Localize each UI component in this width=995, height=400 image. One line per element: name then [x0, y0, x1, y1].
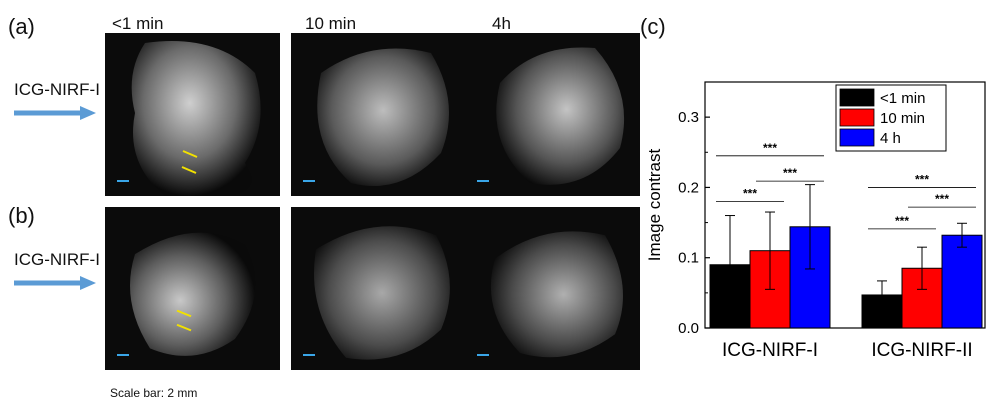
x-category-label: ICG-NIRF-I — [722, 340, 818, 361]
significance-label: *** — [743, 186, 757, 200]
scale-bar-mark — [117, 180, 129, 182]
bar — [941, 234, 983, 329]
significance-label: *** — [763, 141, 777, 155]
image-a-10min — [291, 33, 466, 196]
legend-label: <1 min — [880, 90, 925, 107]
scale-bar-caption: Scale bar: 2 mm — [110, 386, 198, 400]
scale-bar-mark — [303, 180, 315, 182]
scale-bar-mark — [477, 180, 489, 182]
legend-swatch — [839, 108, 875, 127]
row-a-label: ICG-NIRF-I — [14, 80, 100, 99]
image-a-4h — [465, 33, 640, 196]
y-tick-label: 0.1 — [678, 250, 699, 267]
legend-label: 10 min — [880, 110, 925, 127]
time-label-10min: 10 min — [305, 14, 357, 33]
panel-c-label: (c) — [640, 14, 666, 39]
time-label-1min: <1 min — [112, 14, 164, 33]
y-tick-label: 0.2 — [678, 179, 699, 196]
image-a-1min — [105, 33, 280, 196]
significance-label: *** — [783, 166, 797, 180]
panel-b-label: (b) — [8, 203, 35, 228]
legend-label: 4 h — [880, 130, 901, 147]
scale-bar-mark — [303, 354, 315, 356]
image-b-1min — [105, 207, 280, 370]
legend-swatch — [839, 128, 875, 147]
marker-line — [182, 150, 198, 158]
row-b-arrow-icon — [14, 276, 96, 290]
panel-a-label: (a) — [8, 14, 35, 39]
row-a-arrow-icon — [14, 106, 96, 120]
plot-frame — [704, 81, 986, 329]
marker-line — [181, 166, 197, 174]
row-b-label: ICG-NIRF-I — [14, 250, 100, 269]
significance-label: *** — [915, 172, 929, 186]
image-b-10min — [291, 207, 466, 370]
x-category-label: ICG-NIRF-II — [871, 340, 972, 361]
image-b-4h — [465, 207, 640, 370]
significance-label: *** — [935, 192, 949, 206]
scale-bar-mark — [117, 354, 129, 356]
y-axis-label: Image contrast — [645, 149, 664, 262]
legend-swatch — [839, 88, 875, 107]
y-tick-label: 0.3 — [678, 109, 699, 126]
bar-chart: 0.0 0.1 0.2 0.3 Image contrast ICG-NIRF-I ICG-… — [645, 81, 986, 361]
marker-line — [176, 323, 192, 332]
y-tick-label: 0.0 — [678, 320, 699, 337]
scale-bar-mark — [477, 354, 489, 356]
time-label-4h: 4h — [492, 14, 511, 33]
marker-line — [176, 309, 192, 318]
significance-label: *** — [895, 214, 909, 228]
